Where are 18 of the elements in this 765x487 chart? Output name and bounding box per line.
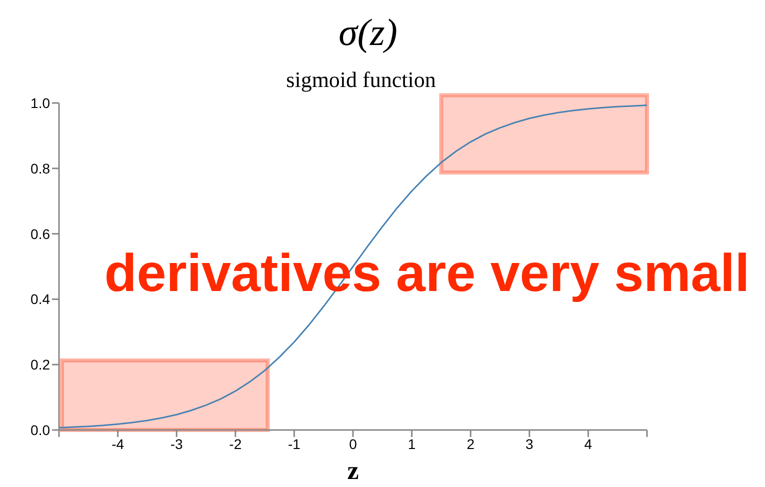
y-tick-label: 0.8 bbox=[30, 160, 50, 176]
x-tick-label: -1 bbox=[288, 436, 301, 452]
y-tick-label: 0.6 bbox=[30, 226, 50, 242]
x-tick-label: -3 bbox=[170, 436, 184, 452]
x-tick-label: 4 bbox=[584, 436, 592, 452]
x-tick-label: -4 bbox=[112, 436, 124, 452]
y-tick-label: 0.4 bbox=[30, 291, 50, 308]
y-tick-label: 0.2 bbox=[30, 356, 50, 373]
x-tick-label: -2 bbox=[229, 436, 242, 452]
x-tick-label: 0 bbox=[349, 436, 358, 452]
chart-subtitle: sigmoid function bbox=[285, 67, 437, 92]
chart-title: σ(z) bbox=[338, 12, 398, 54]
x-tick-label: 1 bbox=[408, 436, 416, 452]
y-tick-label: 1.0 bbox=[30, 94, 50, 111]
y-tick-label: 0.0 bbox=[30, 422, 50, 438]
x-tick-label: 3 bbox=[526, 436, 534, 452]
x-axis-title: z bbox=[346, 456, 360, 485]
x-tick-label: 2 bbox=[466, 436, 475, 452]
